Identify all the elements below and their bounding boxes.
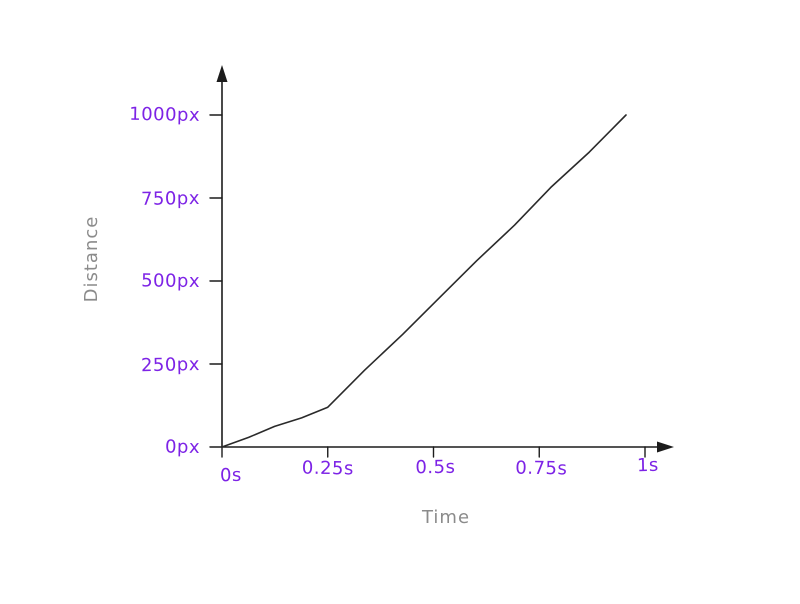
y-tick-label: 750px [141, 188, 200, 210]
y-tick-label: 0px [165, 437, 200, 458]
y-axis-arrowhead-icon [216, 65, 228, 82]
x-tick-label: 0s [220, 465, 242, 486]
tick-marks-layer [209, 114, 646, 458]
y-tick-label: 250px [141, 354, 200, 376]
axes-layer [216, 65, 674, 453]
x-axis-title: Time [421, 507, 470, 528]
tick-labels-layer: 0px 250px 500px 750px 1000px 0s 0.25s 0.5s 0.75s… [129, 104, 659, 486]
y-axis-title: Distance [81, 216, 102, 303]
x-tick-label: 1s [637, 455, 659, 476]
x-tick-label: 0.75s [515, 458, 567, 480]
x-tick-label: 0.25s [302, 458, 354, 480]
x-tick-label: 0.5s [415, 457, 455, 479]
y-tick-label: 500px [141, 270, 200, 292]
x-axis-arrowhead-icon [657, 441, 674, 453]
y-tick-label: 1000px [129, 104, 200, 126]
series-line [221, 114, 627, 448]
series-line-layer [221, 114, 627, 448]
